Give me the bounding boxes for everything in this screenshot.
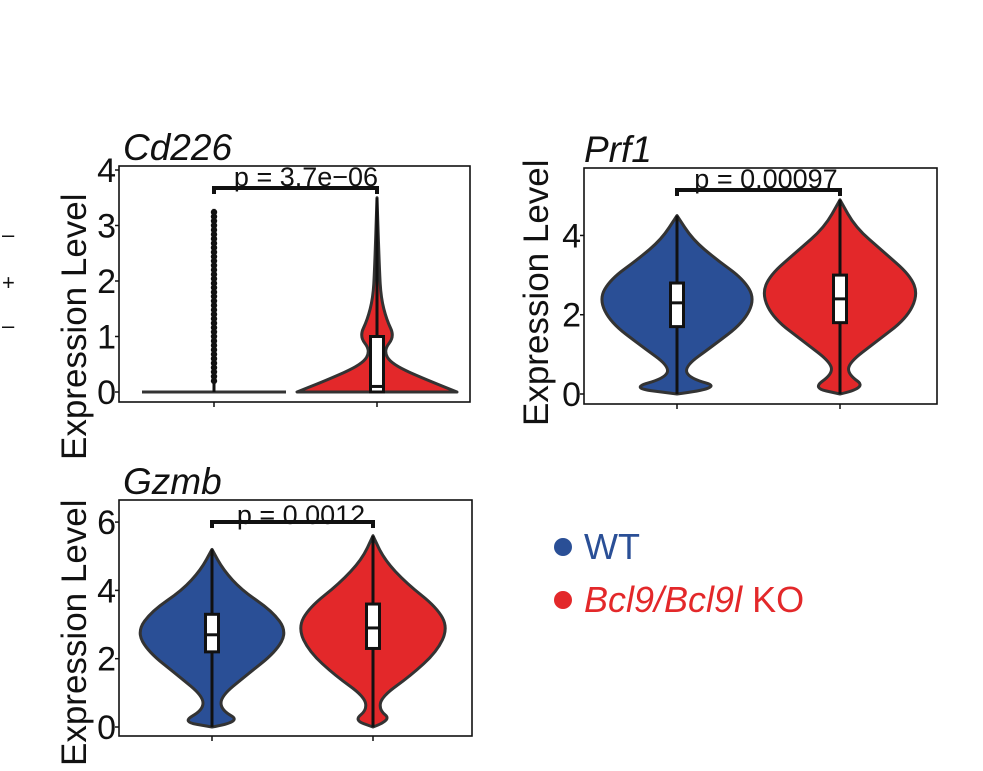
outlier-point bbox=[210, 311, 218, 318]
legend-label-ko-suffix: KO bbox=[742, 579, 804, 620]
outlier-point bbox=[210, 262, 218, 269]
legend-label-ko-gene: Bcl9/Bcl9l bbox=[584, 579, 743, 620]
y-tick-label-4: 4 bbox=[97, 152, 116, 190]
outlier-point bbox=[210, 280, 218, 287]
outlier-point bbox=[210, 257, 218, 265]
outlier-point bbox=[210, 248, 218, 256]
outlier-point bbox=[210, 328, 218, 336]
outlier-point bbox=[210, 377, 218, 385]
outlier-point bbox=[210, 364, 218, 371]
legend: WT Bcl9/Bcl9l KO bbox=[554, 526, 804, 620]
outlier-point bbox=[210, 271, 218, 278]
outlier-point bbox=[210, 288, 218, 296]
outlier-point bbox=[210, 319, 218, 327]
y-axis-label: Expression Level bbox=[517, 159, 556, 426]
outlier-point bbox=[210, 351, 218, 358]
y-tick-label-1: 2 bbox=[562, 297, 581, 335]
legend-marker-wt bbox=[554, 538, 572, 556]
edge-glyph-1: – bbox=[2, 222, 15, 247]
y-ticks: 0 1 2 3 4 bbox=[97, 152, 119, 412]
panel-title: Prf1 bbox=[584, 129, 652, 170]
outlier-point bbox=[210, 359, 218, 367]
outlier-point bbox=[210, 293, 218, 300]
panel-title: Gzmb bbox=[123, 461, 222, 502]
p-value-bracket bbox=[212, 186, 379, 194]
outlier-point bbox=[210, 240, 218, 247]
outlier-point bbox=[210, 235, 218, 243]
outlier-point bbox=[210, 302, 218, 309]
outlier-point bbox=[210, 333, 218, 340]
edge-glyph-2: + bbox=[2, 270, 15, 295]
outlier-point bbox=[210, 342, 218, 349]
plot-frame bbox=[583, 167, 938, 405]
bracket-line bbox=[210, 520, 375, 528]
outlier-point bbox=[210, 275, 218, 282]
y-tick-label-1: 2 bbox=[97, 641, 116, 679]
box-0 bbox=[204, 612, 220, 654]
panel-prf1: Prf1 Expression Level 0 2 4 p = 0.00097 bbox=[517, 129, 938, 426]
outlier-point bbox=[210, 324, 218, 331]
y-ticks: 0 2 4 bbox=[562, 217, 584, 414]
panel-cd226: Cd226 Expression Level 0 1 2 3 4 p = 3.7e−06 bbox=[55, 127, 471, 460]
violins bbox=[138, 534, 447, 741]
bracket-line bbox=[212, 186, 379, 194]
panel-gzmb: Gzmb Expression Level 0 2 4 6 p = 0.0012 bbox=[55, 461, 473, 766]
y-tick-label-3: 3 bbox=[97, 208, 116, 246]
y-tick-label-3: 6 bbox=[97, 504, 116, 542]
y-tick-label-2: 4 bbox=[562, 217, 581, 255]
outlier-point bbox=[210, 346, 218, 354]
cropped-edge-glyphs: – + – bbox=[2, 222, 15, 338]
outlier-point bbox=[210, 315, 218, 322]
y-ticks: 0 2 4 6 bbox=[97, 504, 119, 747]
violins bbox=[142, 196, 459, 407]
outlier-point bbox=[210, 284, 218, 291]
y-tick-label-1: 1 bbox=[97, 319, 116, 357]
box-1 bbox=[365, 602, 381, 650]
box-0 bbox=[669, 281, 685, 329]
outlier-point bbox=[210, 368, 218, 376]
outlier-point bbox=[210, 222, 218, 229]
legend-label-wt: WT bbox=[584, 526, 640, 567]
outlier-point bbox=[210, 231, 218, 238]
edge-glyph-3: – bbox=[2, 313, 15, 338]
plot-frame bbox=[118, 165, 471, 403]
y-axis-label: Expression Level bbox=[55, 499, 94, 766]
outlier-point bbox=[210, 213, 218, 220]
p-value-bracket bbox=[210, 520, 375, 528]
panel-title: Cd226 bbox=[123, 127, 232, 168]
outlier-point bbox=[210, 208, 218, 216]
p-value-bracket bbox=[675, 188, 842, 196]
outlier-point bbox=[210, 266, 218, 274]
y-tick-label-0: 0 bbox=[562, 376, 581, 414]
p-value-label: p = 0.0012 bbox=[237, 500, 365, 530]
y-tick-label-0: 0 bbox=[97, 709, 116, 747]
y-tick-label-2: 4 bbox=[97, 572, 116, 610]
outlier-point bbox=[210, 253, 218, 260]
violins bbox=[600, 198, 918, 409]
y-tick-label-0: 0 bbox=[97, 374, 116, 412]
box-1 bbox=[369, 335, 385, 394]
plot-frame bbox=[118, 499, 473, 737]
outlier-point bbox=[210, 217, 218, 225]
y-tick-label-2: 2 bbox=[97, 263, 116, 301]
outlier-point bbox=[210, 306, 218, 314]
outlier-point bbox=[210, 337, 218, 345]
legend-label-ko: Bcl9/Bcl9l KO bbox=[584, 579, 804, 620]
outlier-point bbox=[210, 297, 218, 305]
bracket-line bbox=[675, 188, 842, 196]
outlier-point bbox=[210, 373, 218, 380]
outlier-point bbox=[210, 244, 218, 251]
p-value-label: p = 0.00097 bbox=[694, 164, 837, 194]
p-value-label: p = 3.7e−06 bbox=[234, 162, 378, 192]
legend-marker-ko bbox=[554, 591, 572, 609]
outlier-point bbox=[210, 226, 218, 234]
y-axis-label: Expression Level bbox=[55, 193, 94, 460]
outlier-point bbox=[210, 355, 218, 362]
